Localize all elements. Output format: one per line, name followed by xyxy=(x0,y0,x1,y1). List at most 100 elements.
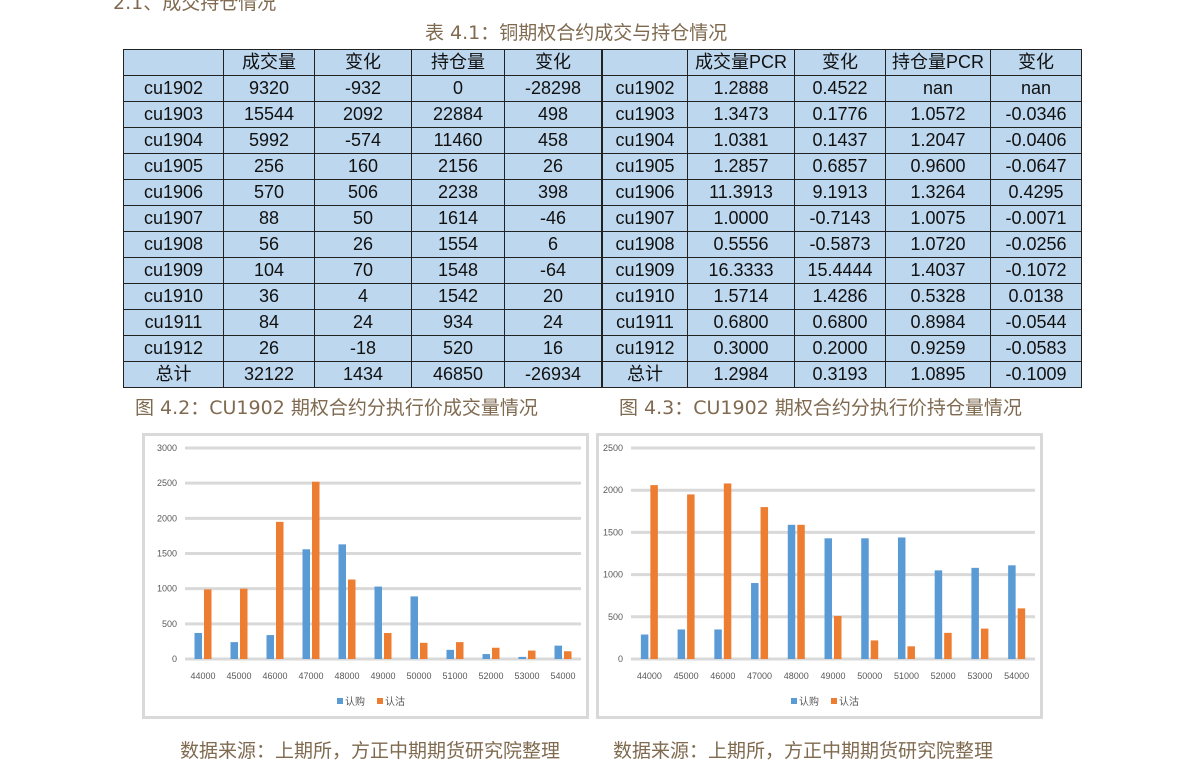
bar-put xyxy=(420,642,428,659)
y-tick-label: 3000 xyxy=(157,443,177,453)
legend-swatch xyxy=(377,698,383,704)
table-cell: cu1912 xyxy=(601,335,688,362)
x-tick-label: 46000 xyxy=(710,671,735,681)
table-cell: 1.0381 xyxy=(687,127,795,154)
table-cell: -26934 xyxy=(504,361,603,388)
x-tick-label: 48000 xyxy=(784,671,809,681)
table-cell: 0.9600 xyxy=(885,153,991,180)
table-row: cu1910 36 4 1542 20 cu1910 1.5714 1.4286 0.5328 0… xyxy=(123,283,1082,310)
x-tick-label: 45000 xyxy=(226,671,251,681)
legend-swatch xyxy=(791,698,797,704)
table-cell: -0.0544 xyxy=(990,309,1082,336)
y-tick-label: 2000 xyxy=(603,485,623,495)
legend-label: 认沽 xyxy=(839,695,859,708)
bar-call xyxy=(482,654,490,659)
bar-put xyxy=(204,589,212,659)
y-tick-label: 1000 xyxy=(603,570,623,580)
table-cell: cu1906 xyxy=(601,179,688,206)
bar-call xyxy=(677,629,686,659)
table-cell: 1542 xyxy=(411,283,505,310)
table-cell: 变化 xyxy=(990,49,1082,76)
table-row: cu1912 26 -18 520 16 cu1912 0.3000 0.2000 0.9259… xyxy=(123,335,1082,362)
bar-put xyxy=(870,640,879,659)
table-caption: 表 4.1：铜期权合约成交与持仓情况 xyxy=(425,22,728,44)
table-cell: -0.0256 xyxy=(990,231,1082,258)
table-row: cu1911 84 24 934 24 cu1911 0.6800 0.6800 0.8984-… xyxy=(123,309,1082,336)
table-cell: 0.1776 xyxy=(794,101,886,128)
table-cell: nan xyxy=(990,75,1082,102)
bar-put xyxy=(1017,608,1026,659)
table-cell: cu1911 xyxy=(601,309,688,336)
bar-put xyxy=(834,615,842,659)
table-cell: cu1909 xyxy=(123,257,224,284)
table-row: cu1903 15544 2092 22884 498 cu1903 1.3473 0.177… xyxy=(123,101,1082,128)
table-row: cu1902 9320 -932 0 -28298 cu1902 1.2888 0.4522 n… xyxy=(123,75,1082,102)
bar-call xyxy=(446,649,454,659)
table-cell: 0.1437 xyxy=(794,127,886,154)
table-cell: 11460 xyxy=(411,127,505,154)
table-cell: cu1910 xyxy=(601,283,688,310)
volume-chart-svg: 0 500 1000 1500 2000 2500 3000 44000 45000 46000 4… xyxy=(157,443,581,708)
bar-put xyxy=(528,650,536,659)
table-row: cu1905 256 160 2156 26 cu1905 1.2857 0.6857 0.96… xyxy=(123,153,1082,180)
y-tick-label: 2500 xyxy=(157,478,177,488)
table-cell xyxy=(123,49,224,76)
table-cell: 1.0075 xyxy=(885,205,991,232)
table-cell: 1.2047 xyxy=(885,127,991,154)
table-cell: -932 xyxy=(314,75,412,102)
y-tick-label: 1500 xyxy=(157,549,177,559)
table-cell: -0.1009 xyxy=(990,361,1082,388)
table-cell: 0.4522 xyxy=(794,75,886,102)
bar-call xyxy=(861,538,869,659)
table-row: cu1904 5992 -574 11460 458 cu1904 1.0381 0.1437… xyxy=(123,127,1082,154)
table-cell: 2092 xyxy=(314,101,412,128)
table-cell: 22884 xyxy=(411,101,505,128)
table-cell: 15.4444 xyxy=(794,257,886,284)
table-cell: 0 xyxy=(411,75,505,102)
table-cell: 0.9259 xyxy=(885,335,991,362)
table-cell: 1614 xyxy=(411,205,505,232)
x-tick-label: 49000 xyxy=(370,671,395,681)
bar-put xyxy=(456,642,464,659)
bar-put xyxy=(760,507,769,659)
bar-call xyxy=(934,570,943,659)
table-cell: -0.0346 xyxy=(990,101,1082,128)
y-tick-label: 500 xyxy=(162,619,177,629)
table-cell: 398 xyxy=(504,179,603,206)
table-cell: 32122 xyxy=(223,361,315,388)
table-cell: 1.0572 xyxy=(885,101,991,128)
table-cell: 持仓量 xyxy=(411,49,505,76)
x-tick-label: 51000 xyxy=(894,671,919,681)
bar-call xyxy=(714,629,722,659)
figure-caption-volume: 图 4.2：CU1902 期权合约分执行价成交量情况 xyxy=(135,397,538,419)
table-cell: nan xyxy=(885,75,991,102)
table-cell: 0.3193 xyxy=(794,361,886,388)
table-row: cu1909 104 70 1548 -64 cu1909 16.3333 15.4444 1.… xyxy=(123,257,1082,284)
table-cell: 56 xyxy=(223,231,315,258)
bar-put xyxy=(564,651,572,659)
table-cell: 变化 xyxy=(314,49,412,76)
table-row: 总计 32122 1434 46850 -26934 总计 1.2984 0.3193 1.08… xyxy=(123,361,1082,388)
table-cell: -0.0071 xyxy=(990,205,1082,232)
table-cell: 50 xyxy=(314,205,412,232)
x-tick-label: 45000 xyxy=(674,671,699,681)
table-cell: 24 xyxy=(314,309,412,336)
table-cell: -574 xyxy=(314,127,412,154)
bar-put xyxy=(687,494,695,659)
bar-put xyxy=(650,485,658,659)
options-table: 成交量 变化 持仓量 变化 成交量PCR 变化 持仓量PCR 变化 cu1902 9320 -932… xyxy=(123,49,1082,388)
bar-call xyxy=(897,537,906,659)
table-cell: 1554 xyxy=(411,231,505,258)
table-cell: 成交量PCR xyxy=(687,49,795,76)
bar-put xyxy=(492,647,500,659)
table-cell: cu1905 xyxy=(601,153,688,180)
x-tick-label: 44000 xyxy=(637,671,662,681)
table-cell: cu1907 xyxy=(123,205,224,232)
table-cell: 1.0720 xyxy=(885,231,991,258)
table-cell: cu1907 xyxy=(601,205,688,232)
table-cell: cu1912 xyxy=(123,335,224,362)
table-cell: 1.0000 xyxy=(687,205,795,232)
table-cell: 4 xyxy=(314,283,412,310)
bar-call xyxy=(1008,565,1016,659)
table-cell: 0.0138 xyxy=(990,283,1082,310)
